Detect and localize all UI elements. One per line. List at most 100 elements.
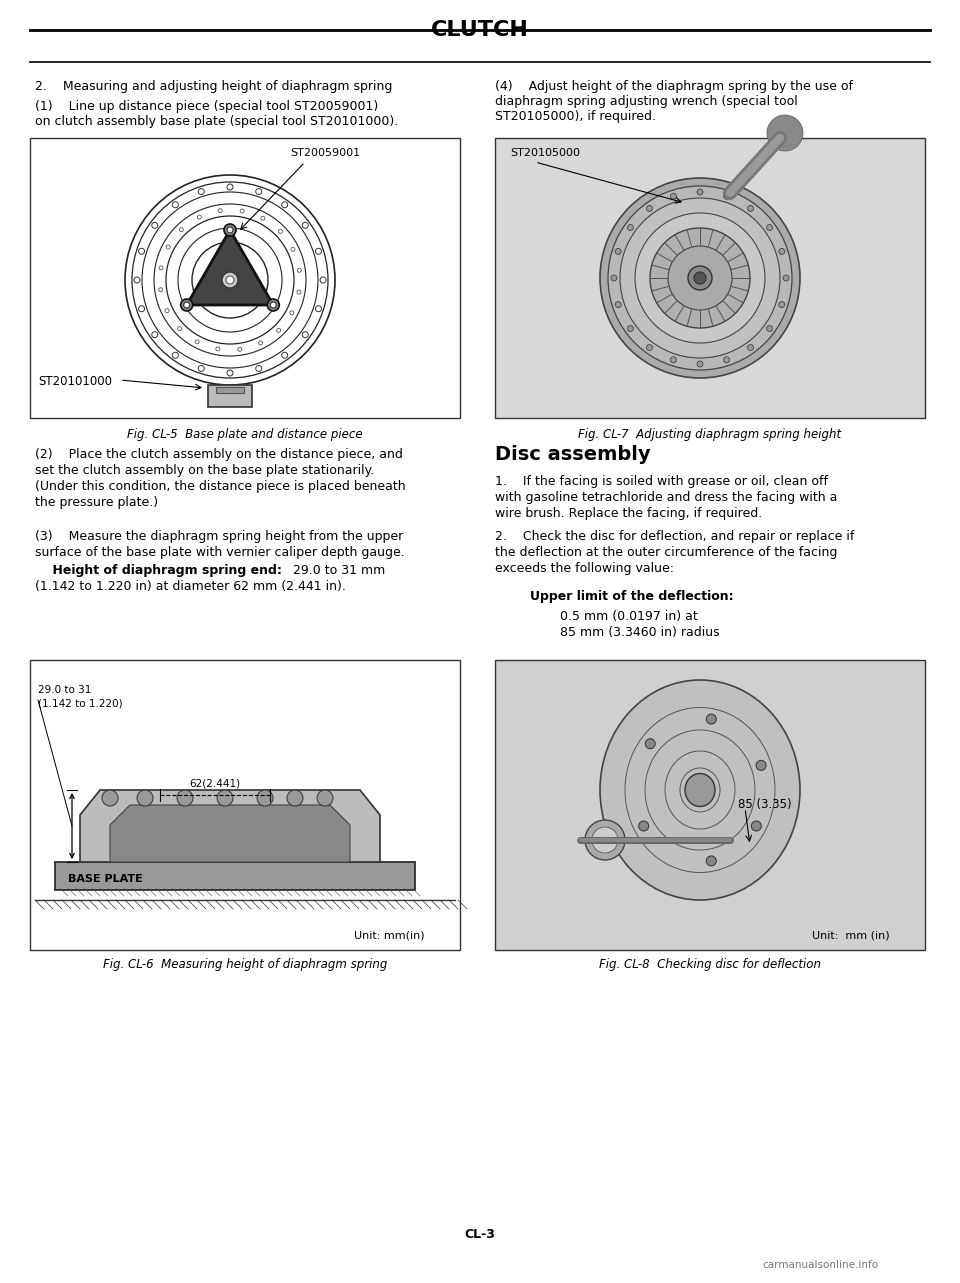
Circle shape: [615, 302, 621, 308]
Circle shape: [195, 340, 199, 344]
Circle shape: [180, 227, 183, 232]
Circle shape: [748, 205, 754, 212]
Circle shape: [600, 178, 800, 378]
Circle shape: [688, 266, 712, 290]
Circle shape: [707, 856, 716, 866]
Text: Disc assembly: Disc assembly: [495, 445, 651, 464]
Circle shape: [137, 790, 153, 806]
Bar: [495, 139, 925, 418]
Circle shape: [281, 353, 288, 358]
Circle shape: [298, 268, 301, 272]
Circle shape: [767, 115, 803, 151]
Text: on clutch assembly base plate (special tool ST20101000).: on clutch assembly base plate (special t…: [35, 115, 398, 128]
Text: the deflection at the outer circumference of the facing: the deflection at the outer circumferenc…: [495, 547, 837, 559]
Circle shape: [199, 366, 204, 372]
Text: carmanualsonline.info: carmanualsonline.info: [762, 1260, 878, 1270]
Text: Fig. CL-8  Checking disc for deflection: Fig. CL-8 Checking disc for deflection: [599, 958, 821, 971]
Circle shape: [592, 828, 618, 853]
Circle shape: [177, 790, 193, 806]
Text: set the clutch assembly on the base plate stationarily.: set the clutch assembly on the base plat…: [35, 464, 374, 477]
Circle shape: [134, 277, 140, 284]
Text: 2.    Check the disc for deflection, and repair or replace if: 2. Check the disc for deflection, and re…: [495, 530, 854, 543]
Circle shape: [302, 332, 308, 337]
Text: 2.    Measuring and adjusting height of diaphragm spring: 2. Measuring and adjusting height of dia…: [35, 80, 393, 92]
Circle shape: [183, 302, 190, 308]
Circle shape: [707, 715, 716, 724]
Circle shape: [317, 790, 333, 806]
Circle shape: [646, 345, 653, 350]
Text: Height of diaphragm spring end:: Height of diaphragm spring end:: [35, 565, 282, 577]
Circle shape: [199, 189, 204, 195]
Bar: [216, 387, 244, 393]
Circle shape: [756, 761, 766, 770]
Circle shape: [645, 739, 656, 749]
Text: the pressure plate.): the pressure plate.): [35, 497, 158, 509]
Circle shape: [159, 266, 163, 269]
Circle shape: [278, 230, 282, 234]
Circle shape: [224, 225, 236, 236]
Circle shape: [255, 189, 262, 195]
Circle shape: [152, 222, 157, 228]
Circle shape: [198, 216, 202, 219]
Text: wire brush. Replace the facing, if required.: wire brush. Replace the facing, if requi…: [495, 507, 762, 520]
Bar: [30, 659, 460, 949]
Circle shape: [670, 357, 677, 363]
Circle shape: [620, 198, 780, 358]
Circle shape: [650, 228, 750, 328]
Text: (1.142 to 1.220 in) at diameter 62 mm (2.441 in).: (1.142 to 1.220 in) at diameter 62 mm (2…: [35, 580, 346, 593]
Text: exceeds the following value:: exceeds the following value:: [495, 562, 674, 575]
Text: Fig. CL-7  Adjusting diaphragm spring height: Fig. CL-7 Adjusting diaphragm spring hei…: [579, 429, 842, 441]
Circle shape: [635, 213, 765, 343]
Circle shape: [628, 225, 634, 231]
Polygon shape: [80, 790, 380, 862]
Circle shape: [227, 183, 233, 190]
Circle shape: [102, 790, 118, 806]
Circle shape: [173, 353, 179, 358]
Circle shape: [783, 275, 789, 281]
Circle shape: [180, 299, 193, 310]
Circle shape: [316, 249, 322, 254]
Circle shape: [222, 272, 238, 287]
Circle shape: [165, 309, 169, 313]
Circle shape: [258, 341, 263, 345]
Circle shape: [297, 290, 300, 294]
Circle shape: [271, 302, 276, 308]
Circle shape: [227, 370, 233, 376]
Text: diaphragm spring adjusting wrench (special tool: diaphragm spring adjusting wrench (speci…: [495, 95, 798, 108]
Circle shape: [779, 302, 784, 308]
Circle shape: [261, 217, 265, 221]
Circle shape: [291, 248, 295, 251]
Polygon shape: [186, 230, 274, 305]
Circle shape: [158, 287, 162, 291]
Text: CL-3: CL-3: [465, 1228, 495, 1241]
Circle shape: [724, 357, 730, 363]
Text: Unit: mm(in): Unit: mm(in): [354, 930, 425, 940]
Circle shape: [724, 194, 730, 199]
Bar: [55, 862, 415, 890]
Text: surface of the base plate with vernier caliper depth gauge.: surface of the base plate with vernier c…: [35, 547, 405, 559]
Text: ST20101000: ST20101000: [38, 375, 112, 387]
Circle shape: [628, 326, 634, 331]
Text: ST20105000), if required.: ST20105000), if required.: [495, 110, 656, 123]
Circle shape: [255, 366, 262, 372]
Circle shape: [748, 345, 754, 350]
Ellipse shape: [685, 774, 715, 807]
Circle shape: [611, 275, 617, 281]
Text: Upper limit of the deflection:: Upper limit of the deflection:: [530, 590, 733, 603]
Circle shape: [670, 194, 677, 199]
Text: (1.142 to 1.220): (1.142 to 1.220): [38, 698, 123, 708]
Circle shape: [779, 249, 784, 254]
Circle shape: [166, 245, 170, 249]
Circle shape: [281, 201, 288, 208]
Text: 85 mm (3.3460 in) radius: 85 mm (3.3460 in) radius: [560, 626, 720, 639]
Text: 85 (3.35): 85 (3.35): [738, 798, 792, 811]
Circle shape: [752, 821, 761, 831]
Polygon shape: [110, 804, 350, 862]
Text: 62(2.441): 62(2.441): [189, 779, 241, 789]
Text: (3)    Measure the diaphragm spring height from the upper: (3) Measure the diaphragm spring height …: [35, 530, 403, 543]
Circle shape: [697, 361, 703, 367]
Circle shape: [226, 276, 234, 284]
Circle shape: [217, 790, 233, 806]
Circle shape: [218, 209, 223, 213]
Text: (1)    Line up distance piece (special tool ST20059001): (1) Line up distance piece (special tool…: [35, 100, 378, 113]
